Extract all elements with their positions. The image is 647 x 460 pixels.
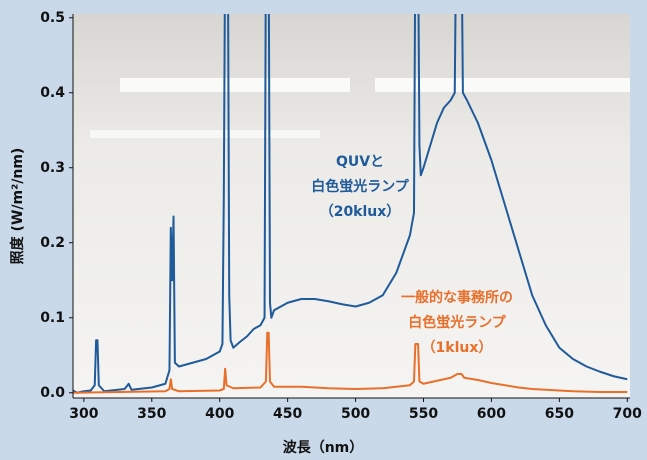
annotation: 一般的な事務所の (401, 289, 513, 306)
y-tick-label: 0.5 (40, 10, 65, 26)
x-tick-label: 650 (545, 406, 574, 422)
ceiling-light (120, 78, 350, 92)
y-tick-label: 0.1 (40, 310, 65, 326)
x-tick-label: 400 (205, 406, 234, 422)
ceiling-light (375, 78, 630, 92)
x-tick-label: 600 (477, 406, 506, 422)
annotation: 白色蛍光ランプ (408, 314, 507, 331)
x-tick-label: 500 (341, 406, 370, 422)
x-axis-label: 波長（nm） (283, 439, 364, 456)
y-axis-label: 照度 (W/m²/nm) (9, 148, 26, 265)
annotation: （20klux） (320, 204, 401, 220)
x-tick-label: 300 (69, 406, 98, 422)
annotation: QUVと (336, 154, 384, 170)
x-tick-label: 700 (613, 406, 642, 422)
x-tick-label: 350 (137, 406, 166, 422)
chart: 波長（nm） 照度 (W/m²/nm) 0.0 0.1 0.2 0.3 0.4 0.5 30… (0, 0, 647, 460)
y-tick-label: 0.3 (40, 160, 65, 176)
y-tick-label: 0.0 (40, 385, 65, 401)
x-tick-label: 450 (273, 406, 302, 422)
annotation: （1klux） (422, 340, 493, 356)
y-tick-label: 0.2 (40, 235, 65, 251)
annotation: 白色蛍光ランプ (311, 178, 410, 195)
y-tick-label: 0.4 (40, 85, 65, 101)
ceiling-light (90, 130, 320, 138)
x-tick-label: 550 (409, 406, 438, 422)
